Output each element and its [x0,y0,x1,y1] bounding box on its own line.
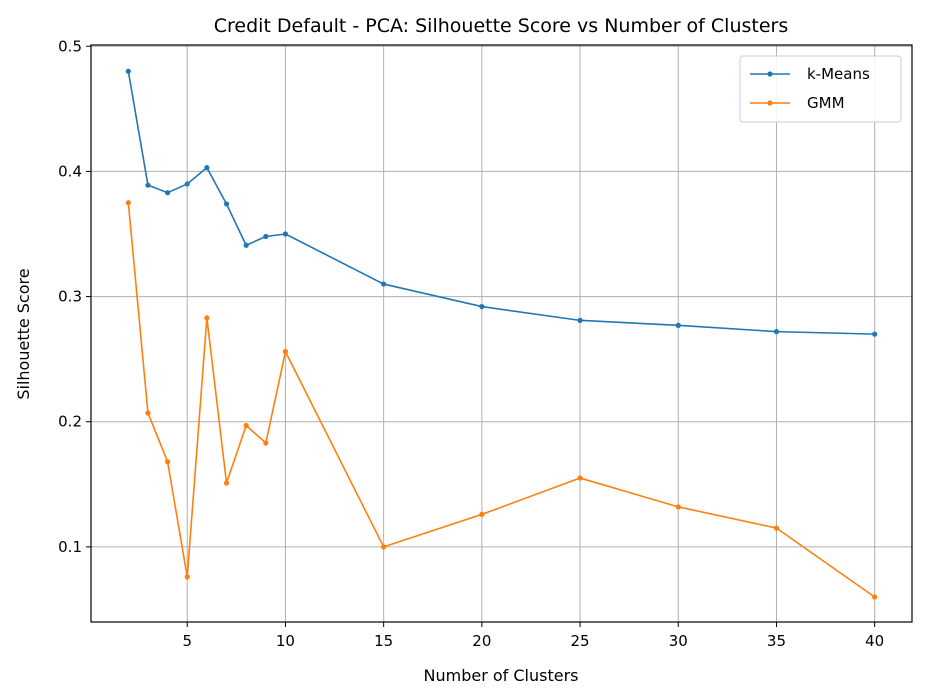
x-tick-label: 35 [767,632,786,650]
data-point-gmm [675,504,681,510]
data-point-k-means [223,201,230,207]
data-point-gmm [184,574,190,580]
data-point-k-means [773,329,780,335]
data-point-gmm [145,410,151,416]
data-point-k-means [872,331,878,337]
data-point-k-means [381,281,387,287]
x-tick-label: 10 [276,632,295,650]
data-point-gmm [479,511,485,517]
legend-box [739,55,902,123]
y-tick-label: 0.3 [58,288,82,306]
x-axis-label: Number of Clusters [424,666,579,685]
data-point-k-means [282,231,289,237]
data-point-k-means [577,317,583,323]
data-point-gmm [243,422,249,429]
x-tick-label: 5 [182,632,192,650]
y-tick-label: 0.5 [58,37,82,55]
x-tick-label: 20 [472,632,491,650]
data-point-k-means [125,68,131,74]
x-tick-label: 40 [865,632,884,650]
data-point-k-means [263,233,269,240]
data-point-gmm [872,594,878,600]
x-tick-label: 15 [374,632,393,650]
y-axis-label: Silhouette Score [14,268,33,399]
legend: k-Means GMM [739,55,902,123]
plot-frame [90,44,913,623]
x-axis: 5 10 15 20 25 30 35 40 [182,622,884,650]
x-tick-label: 30 [669,632,688,650]
grid-lines [91,45,912,622]
y-tick-label: 0.2 [58,413,82,431]
data-point-k-means [145,182,151,188]
data-point-gmm [263,440,269,446]
y-tick-label: 0.4 [58,162,82,180]
data-point-gmm [125,200,131,206]
legend-label-gmm: GMM [807,94,845,112]
chart-title: Credit Default - PCA: Silhouette Score v… [214,15,789,37]
data-point-gmm [282,349,289,355]
y-tick-label: 0.1 [58,538,82,556]
series-group [125,68,878,600]
legend-label-k-means: k-Means [807,65,870,83]
legend-marker-gmm [767,100,773,106]
data-point-gmm [165,459,171,465]
data-point-k-means [243,242,249,248]
data-point-k-means [675,322,681,328]
data-point-gmm [223,480,230,486]
legend-marker-k-means [767,71,773,77]
data-point-gmm [577,475,583,481]
data-point-k-means [479,303,485,310]
y-axis: 0.1 0.2 0.3 0.4 0.5 [58,37,91,556]
data-point-k-means [204,165,210,171]
data-point-gmm [204,315,210,321]
data-point-k-means [165,190,171,196]
data-point-k-means [184,181,190,187]
data-point-gmm [381,544,387,550]
data-point-gmm [773,525,780,531]
x-tick-label: 25 [571,632,590,650]
